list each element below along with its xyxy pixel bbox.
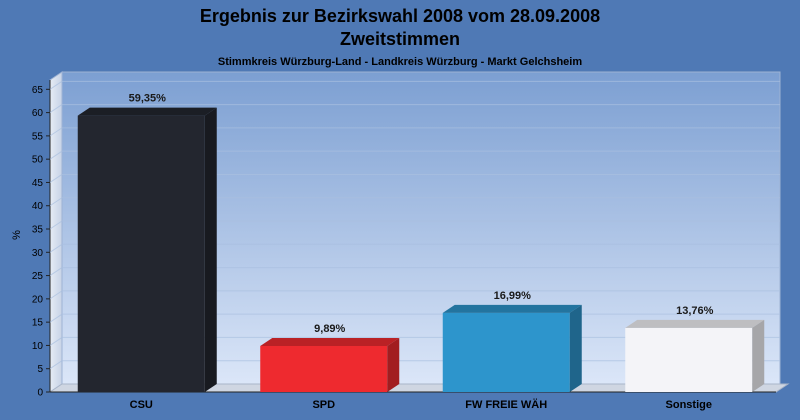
grid-line-side [49,290,63,300]
y-axis-label: % [11,230,23,240]
bar-top [260,337,400,346]
grid-line-side [49,127,63,137]
grid-line-side [49,267,63,276]
bar-front [625,327,753,392]
bar-1: 9,89% [260,323,400,392]
y-tick-label: 15 [32,318,44,329]
grid-line-side [49,337,63,346]
y-tick-label: 25 [32,271,44,282]
y-tick-label: 60 [32,108,44,119]
y-tick-label: 20 [32,294,44,305]
y-tick-label: 0 [37,388,43,399]
chart-subtitle: Stimmkreis Würzburg-Land - Landkreis Wür… [218,56,582,68]
bars: 59,35% 9,89% 16,99% 13,76% [77,93,765,393]
grid-line-side [49,80,63,90]
bar-top [77,107,217,116]
y-tick-label: 45 [32,178,44,189]
bar-front [77,115,205,393]
bar-0: 59,35% [77,93,217,393]
bar-value-label: 9,89% [314,323,345,335]
grid-line-side [49,220,63,230]
grid-line-side [49,197,63,207]
y-tick-label: 30 [32,248,44,259]
x-tick-label: Sonstige [666,399,712,411]
bar-value-label: 16,99% [494,290,532,302]
chart-title: Ergebnis zur Bezirkswahl 2008 vom 28.09.… [200,6,600,26]
x-tick-label: FW FREIE WÄH [465,398,547,411]
grid-line-side [49,174,63,183]
bar-front [442,312,570,392]
grid-line-side [49,104,63,114]
y-tick-label: 50 [32,155,44,166]
x-tick-label: SPD [312,399,335,411]
bar-value-label: 13,76% [676,305,714,317]
grid-line-side [49,243,63,253]
y-tick-label: 10 [32,341,44,352]
bar-3: 13,76% [625,305,765,392]
bar-side [387,337,400,392]
y-tick-label: 35 [32,225,44,236]
bar-side [752,319,765,392]
x-axis-labels: CSU SPD FW FREIE WÄH Sonstige [130,398,712,411]
bar-top [625,319,765,328]
bar-front [260,345,388,392]
grid-line-side [49,360,63,370]
bar-value-label: 59,35% [129,93,167,105]
y-tick-label: 65 [32,85,44,96]
y-axis-ticks: 0 5 10 15 20 25 30 35 40 45 50 55 60 65 [32,85,50,399]
bar-side [204,107,217,393]
y-tick-label: 5 [37,364,43,375]
y-tick-label: 40 [32,201,44,212]
bar-top [442,304,582,313]
x-tick-label: CSU [130,399,153,411]
grid-line-side [49,313,63,323]
chart-title-line2: Zweitstimmen [340,29,460,49]
bar-2: 16,99% [442,290,582,392]
grid-line-side [49,150,63,160]
bar-side [569,304,582,392]
y-tick-label: 55 [32,131,44,142]
